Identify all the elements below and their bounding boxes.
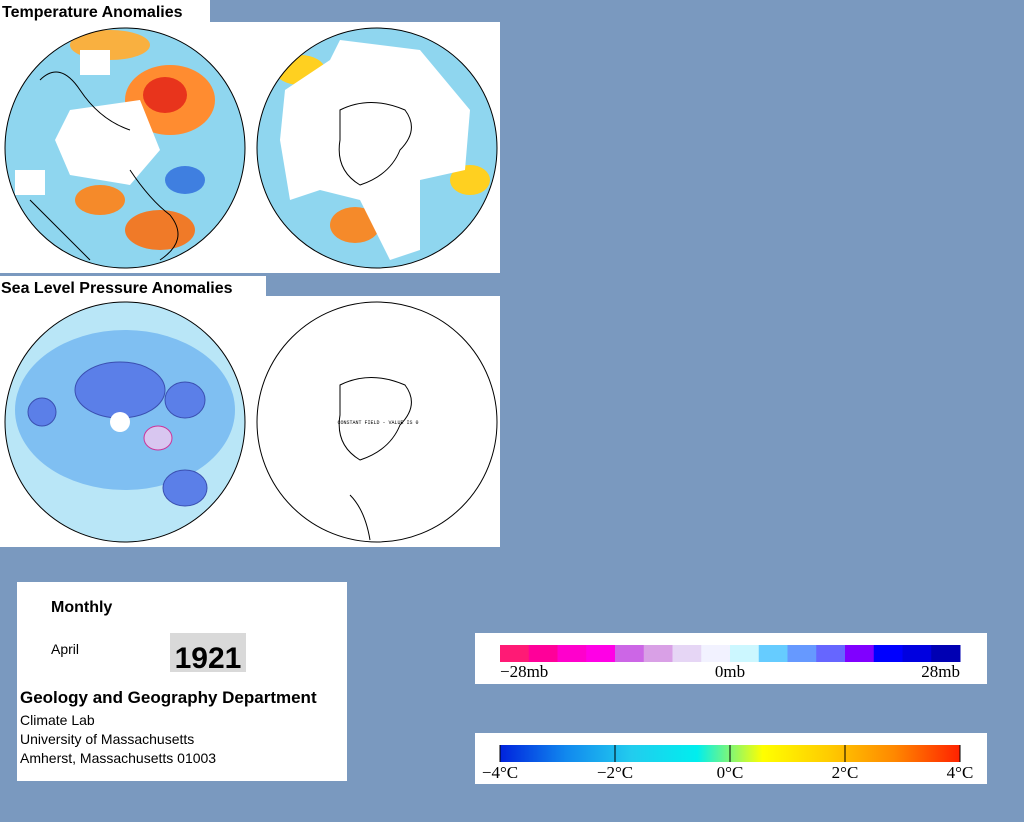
color-swatch	[931, 645, 961, 662]
info-line: Climate Lab	[20, 712, 95, 728]
scale-label: 4°C	[947, 763, 974, 782]
department: Geology and Geography Department	[20, 688, 317, 707]
no-data	[280, 40, 470, 260]
temperature-colorbar: −4°C −2°C 0°C 2°C 4°C	[482, 745, 973, 782]
anomaly	[125, 210, 195, 250]
scale-label: 2°C	[832, 763, 859, 782]
color-swatch	[528, 645, 558, 662]
color-swatch	[758, 645, 788, 662]
panel-title: Sea Level Pressure Anomalies	[1, 280, 233, 297]
map-note: CONSTANT FIELD - VALUE IS 0	[337, 420, 418, 426]
year-bg	[170, 633, 246, 672]
anomaly	[75, 185, 125, 215]
anomaly	[450, 165, 490, 195]
scale-label: −2°C	[597, 763, 633, 782]
scale-label: 0°C	[717, 763, 744, 782]
scale-label: 28mb	[921, 662, 960, 681]
scale-label: −4°C	[482, 763, 518, 782]
anomaly	[143, 77, 187, 113]
isobar-area	[164, 381, 206, 419]
color-swatch	[902, 645, 932, 662]
map-border	[4, 301, 246, 543]
color-swatch	[873, 645, 903, 662]
color-swatch	[643, 645, 673, 662]
anomaly	[330, 207, 380, 243]
scale-label: 0mb	[715, 662, 745, 681]
no-data	[15, 170, 45, 195]
info-box	[17, 582, 347, 781]
title-bg	[0, 0, 210, 22]
panel-title: Temperature Anomalies	[2, 4, 183, 21]
color-swatch	[845, 645, 875, 662]
no-data	[110, 412, 130, 432]
isobar-area	[74, 361, 166, 419]
color-swatch	[672, 645, 702, 662]
color-swatch	[787, 645, 817, 662]
map-border	[4, 27, 246, 269]
info-line: Amherst, Massachusetts 01003	[20, 750, 216, 766]
pressure-colorbar: −28mb 0mb 28mb	[500, 645, 961, 681]
anomaly	[165, 166, 205, 194]
coastline	[29, 71, 179, 261]
map-border	[256, 27, 498, 269]
coastline	[338, 102, 412, 186]
color-swatch	[500, 645, 530, 662]
color-swatch	[557, 645, 587, 662]
color-swatch	[816, 645, 846, 662]
color-swatch	[701, 645, 731, 662]
month: April	[51, 641, 79, 657]
no-data	[80, 50, 110, 75]
title-bg	[0, 276, 266, 296]
nh-pressure-map	[5, 302, 245, 542]
isobar-area	[143, 425, 173, 451]
scale-label: −28mb	[500, 662, 548, 681]
no-data	[55, 100, 160, 185]
nh-temperature-map	[5, 28, 245, 268]
map-border	[256, 301, 498, 543]
period: Monthly	[51, 599, 112, 616]
color-swatch	[586, 645, 616, 662]
year: 1921	[175, 642, 242, 675]
isobar-area	[27, 397, 57, 427]
info-line: University of Massachusetts	[20, 731, 194, 747]
sh-temperature-map	[257, 28, 497, 268]
color-swatch	[730, 645, 760, 662]
coastline	[338, 377, 412, 541]
isobar-area	[162, 469, 208, 507]
color-swatch	[615, 645, 645, 662]
